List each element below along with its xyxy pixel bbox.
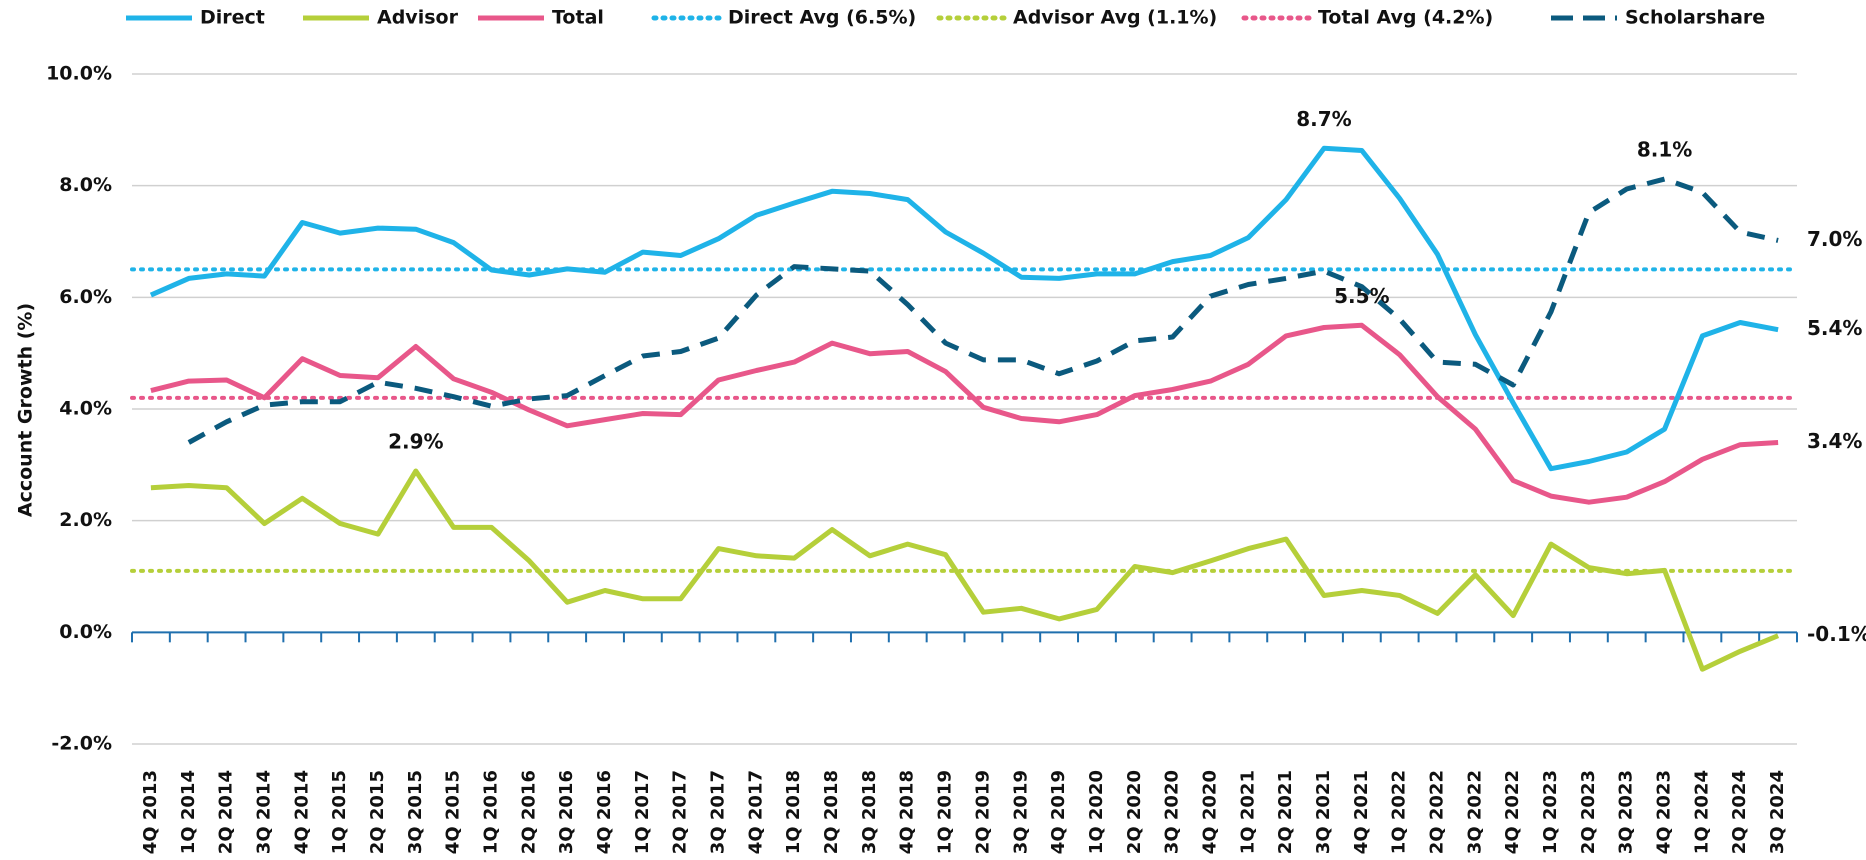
- x-tick-label: 4Q 2022: [1502, 770, 1523, 854]
- y-tick-label: 10.0%: [46, 63, 112, 85]
- series-line: [150, 468, 1780, 672]
- x-tick-label: 2Q 2019: [972, 770, 993, 854]
- x-tick-label: 2Q 2017: [670, 770, 691, 854]
- x-tick-label: 1Q 2020: [1086, 770, 1107, 854]
- x-tick-label: 2Q 2016: [518, 770, 539, 854]
- x-tick-label: 2Q 2018: [821, 770, 842, 854]
- x-tick-label: 4Q 2017: [745, 770, 766, 854]
- x-tick-label: 1Q 2023: [1540, 770, 1561, 854]
- y-tick-label: 0.0%: [59, 621, 112, 643]
- x-tick-label: 4Q 2020: [1199, 770, 1220, 854]
- legend-label: Advisor: [377, 7, 459, 29]
- x-tick-label: 3Q 2015: [405, 770, 426, 854]
- legend-label: Total Avg (4.2%): [1318, 7, 1493, 29]
- y-tick-label: 6.0%: [59, 286, 112, 308]
- x-tick-label: 3Q 2016: [556, 770, 577, 854]
- x-tick-label: 4Q 2014: [291, 770, 312, 854]
- legend-label: Direct: [200, 7, 265, 29]
- x-tick-label: 4Q 2016: [594, 770, 615, 854]
- x-tick-label: 2Q 2020: [1124, 770, 1145, 854]
- x-tick-label: 3Q 2023: [1616, 770, 1637, 854]
- x-tick-label: 3Q 2024: [1767, 770, 1788, 854]
- legend-label: Advisor Avg (1.1%): [1013, 7, 1217, 29]
- x-tick-label: 1Q 2024: [1691, 770, 1712, 854]
- y-tick-label: 2.0%: [59, 509, 112, 531]
- x-tick-label: 4Q 2021: [1351, 770, 1372, 854]
- x-tick-label: 2Q 2024: [1729, 770, 1750, 854]
- x-tick-label: 1Q 2018: [783, 770, 804, 854]
- x-tick-label: 1Q 2014: [178, 770, 199, 854]
- data-label: 8.1%: [1637, 137, 1692, 161]
- x-tick-label: 4Q 2015: [443, 770, 464, 854]
- x-tick-label: 3Q 2017: [708, 770, 729, 854]
- x-tick-label: 2Q 2022: [1427, 770, 1448, 854]
- x-tick-label: 2Q 2015: [367, 770, 388, 854]
- legend-label: Total: [552, 7, 604, 29]
- x-tick-label: 1Q 2022: [1389, 770, 1410, 854]
- x-tick-label: 3Q 2020: [1162, 770, 1183, 854]
- x-tick-label: 4Q 2023: [1654, 770, 1675, 854]
- x-tick-label: 4Q 2018: [897, 770, 918, 854]
- y-axis-label: Account Growth (%): [15, 303, 37, 517]
- x-tick-label: 3Q 2019: [1010, 770, 1031, 854]
- x-tick-label: 2Q 2023: [1578, 770, 1599, 854]
- data-label: 5.4%: [1807, 316, 1862, 340]
- x-tick-label: 1Q 2021: [1237, 770, 1258, 854]
- legend-label: Scholarshare: [1625, 7, 1765, 29]
- x-tick-label: 3Q 2021: [1313, 770, 1334, 854]
- x-tick-label: 3Q 2014: [253, 770, 274, 854]
- data-label: -0.1%: [1807, 622, 1866, 646]
- y-tick-label: -2.0%: [51, 733, 112, 755]
- series-line: [187, 176, 1779, 445]
- x-tick-label: 3Q 2022: [1464, 770, 1485, 854]
- x-tick-label: 4Q 2013: [140, 770, 161, 854]
- y-tick-label: 4.0%: [59, 398, 112, 420]
- series-line: [149, 145, 1779, 472]
- data-label: 7.0%: [1807, 227, 1862, 251]
- x-tick-label: 2Q 2014: [216, 770, 237, 854]
- x-tick-label: 1Q 2015: [329, 770, 350, 854]
- x-tick-label: 1Q 2019: [935, 770, 956, 854]
- x-tick-label: 3Q 2018: [859, 770, 880, 854]
- data-label: 3.4%: [1807, 429, 1862, 453]
- series-line: [150, 322, 1779, 505]
- x-tick-label: 1Q 2017: [632, 770, 653, 854]
- data-label: 2.9%: [388, 429, 443, 453]
- y-tick-label: 8.0%: [59, 174, 112, 196]
- x-tick-label: 4Q 2019: [1048, 770, 1069, 854]
- data-label: 8.7%: [1296, 107, 1351, 131]
- legend-label: Direct Avg (6.5%): [728, 7, 916, 29]
- x-tick-label: 2Q 2021: [1275, 770, 1296, 854]
- x-tick-label: 1Q 2016: [480, 770, 501, 854]
